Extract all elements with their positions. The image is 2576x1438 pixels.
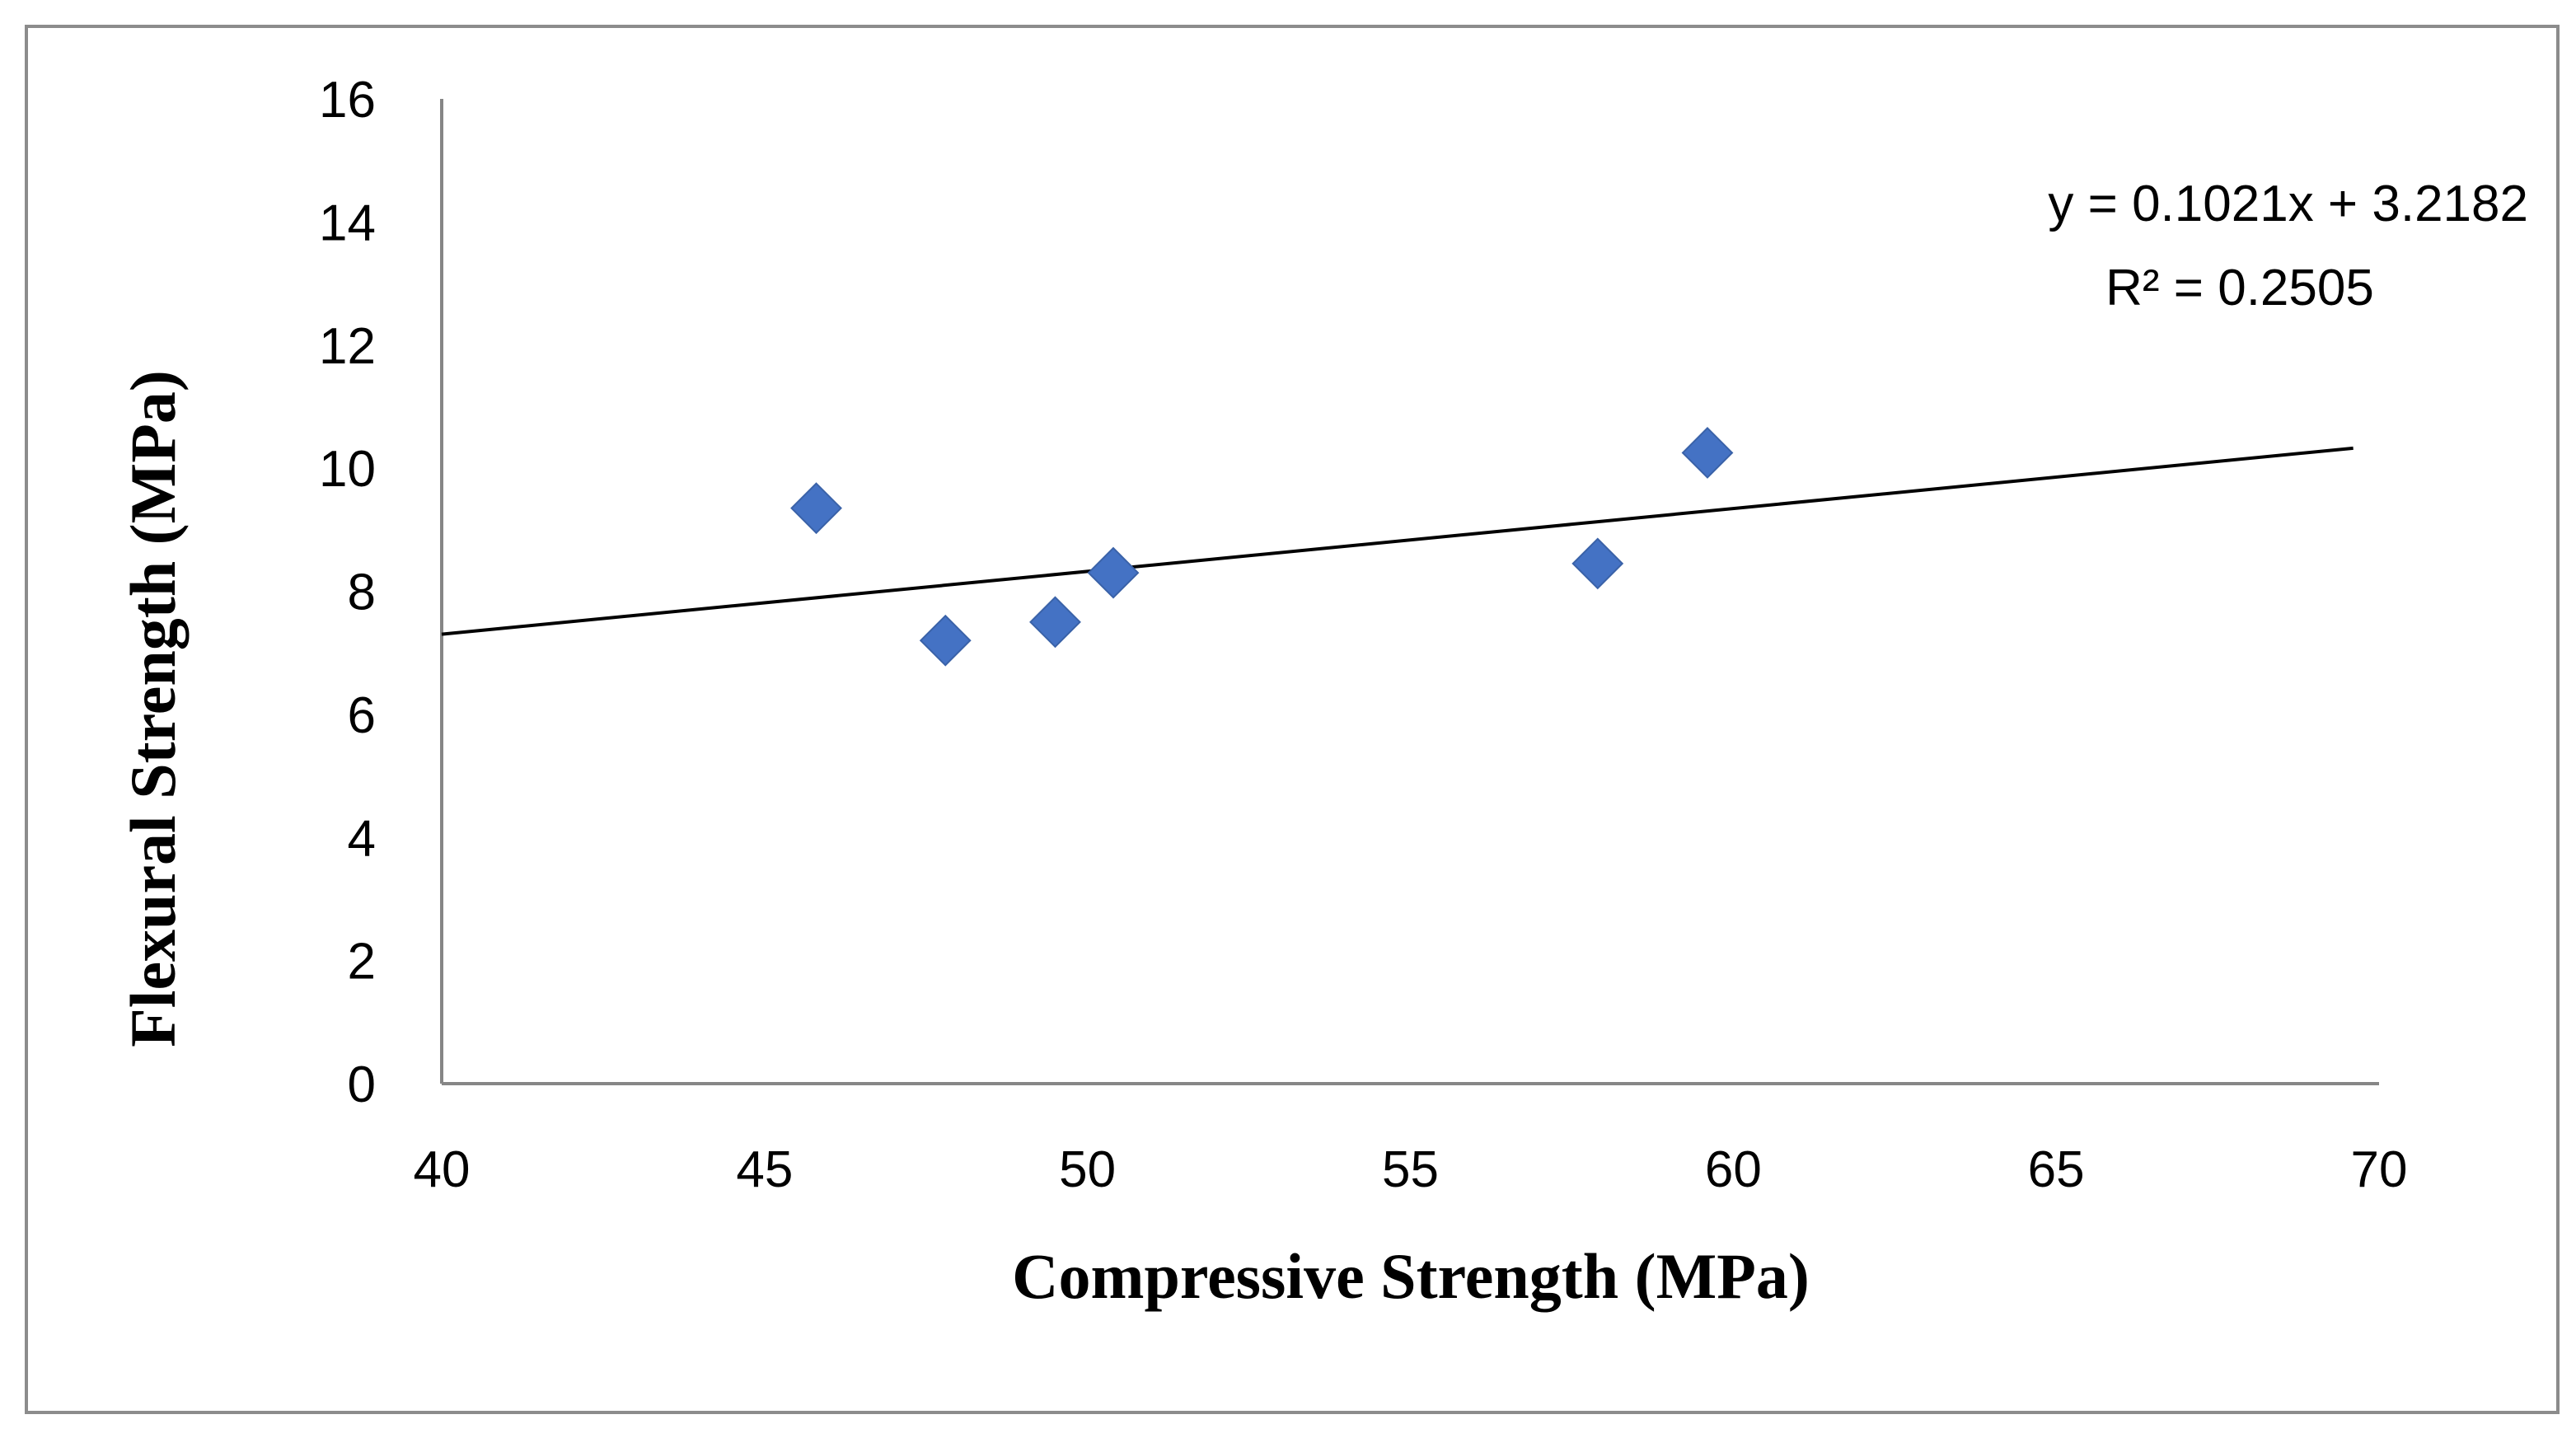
y-tick-label: 0 (348, 1056, 376, 1113)
y-tick-label: 4 (348, 810, 376, 867)
x-tick-label: 60 (1705, 1141, 1762, 1198)
y-tick-label: 10 (319, 441, 376, 498)
y-tick-label: 16 (319, 72, 376, 129)
data-point (1029, 596, 1081, 649)
y-tick-label: 8 (348, 564, 376, 621)
x-axis-title: Compressive Strength (MPa) (1012, 1240, 1810, 1312)
data-point (1681, 427, 1734, 479)
data-points (790, 427, 1734, 667)
x-tick-label: 40 (414, 1141, 471, 1198)
x-tick-label: 55 (1382, 1141, 1439, 1198)
data-point (919, 614, 972, 667)
trendline-equation: y = 0.1021x + 3.2182 (2048, 176, 2528, 232)
y-axis-title: Flexural Strength (MPa) (117, 370, 189, 1047)
y-tick-label: 12 (319, 318, 376, 375)
y-tick-label: 6 (348, 687, 376, 744)
data-point (1571, 537, 1624, 590)
y-tick-label: 2 (348, 934, 376, 991)
trendline-r-squared: R² = 0.2505 (2105, 260, 2374, 316)
x-tick-label: 65 (2028, 1141, 2085, 1198)
x-tick-label: 70 (2351, 1141, 2408, 1198)
trendline (441, 446, 2354, 636)
y-tick-label: 14 (319, 194, 376, 251)
y-tick-labels: 0 2 4 6 8 10 12 14 16 (319, 72, 376, 1113)
x-tick-labels: 40 45 50 55 60 65 70 (414, 1141, 2408, 1198)
x-tick-label: 45 (736, 1141, 793, 1198)
x-tick-label: 50 (1059, 1141, 1116, 1198)
data-point (1087, 546, 1140, 599)
chart-frame (25, 25, 2560, 1414)
data-point (790, 482, 842, 535)
